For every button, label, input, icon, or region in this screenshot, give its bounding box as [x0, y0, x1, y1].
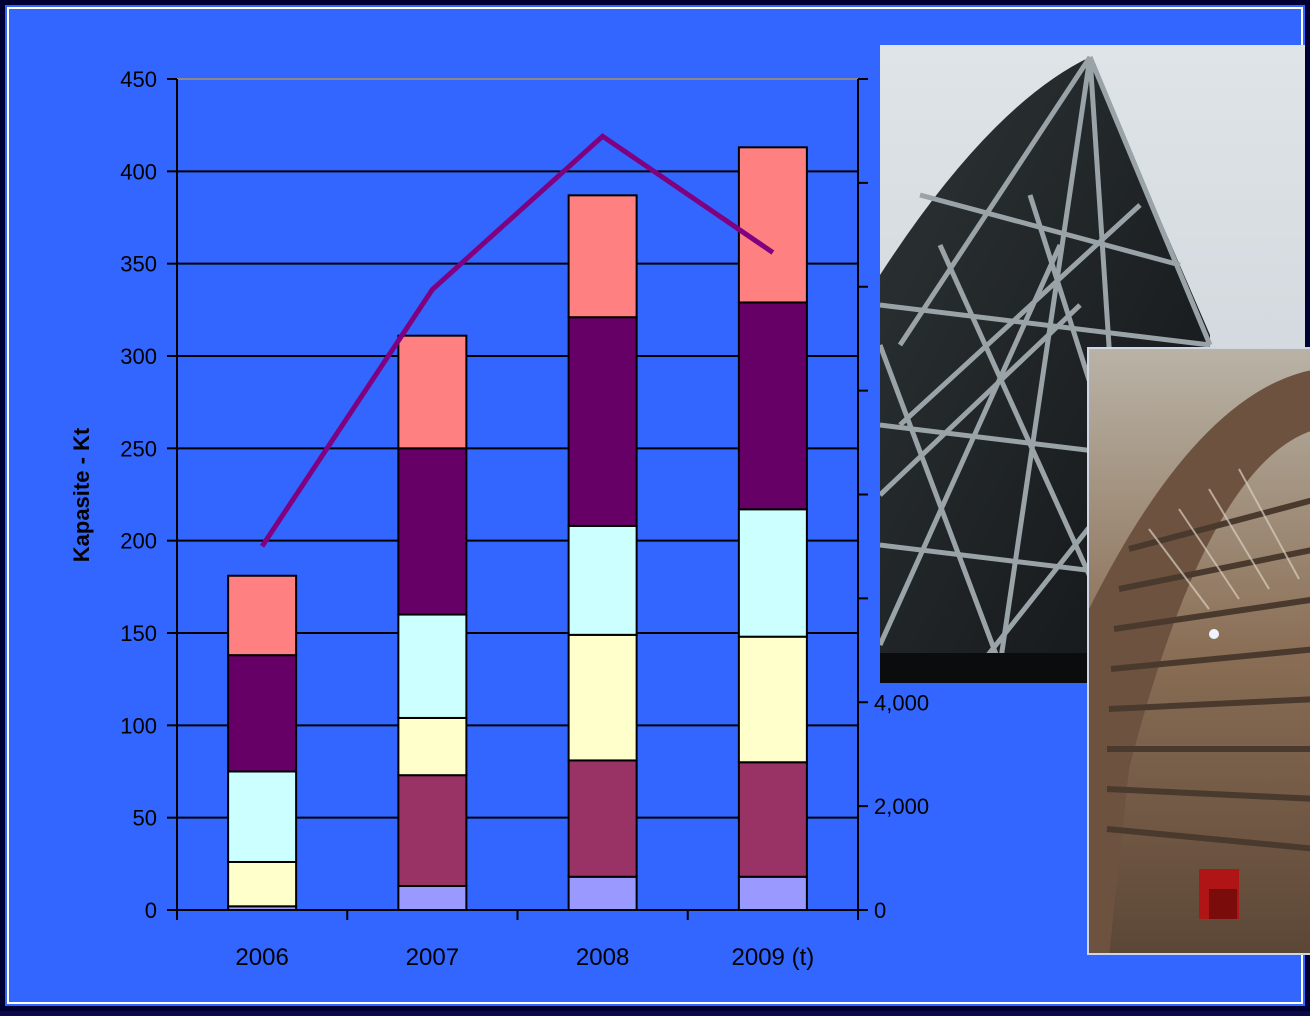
bar-segment	[737, 635, 808, 764]
bar-segment	[737, 146, 808, 304]
bar-segment	[567, 633, 638, 762]
y2-tick-label: 4,000	[874, 690, 929, 715]
tick-labels: 0 50 100 150 200 250 300 350 400 450 2006 2007 2008 2…	[120, 67, 929, 971]
bar-segment	[227, 574, 298, 657]
y-tick-label: 100	[120, 713, 157, 738]
bar-segment	[397, 334, 468, 450]
bar-segment	[397, 774, 468, 887]
bar-segment	[737, 508, 808, 638]
x-tick-label: 2006	[235, 944, 288, 971]
y2-tick-label: 2,000	[874, 794, 929, 819]
x-tick-label: 2009 (t)	[732, 944, 815, 971]
bar-segment	[567, 759, 638, 878]
bar-segment	[397, 613, 468, 719]
bar-segment	[567, 524, 638, 636]
bar-segment	[737, 761, 808, 878]
bar-segment	[397, 716, 468, 777]
bar-segment	[737, 301, 808, 511]
steel-truss-welding-photo	[1087, 347, 1310, 955]
bar-segment	[567, 194, 638, 319]
x-tick-label: 2007	[406, 944, 459, 971]
bar-segment	[567, 875, 638, 912]
y-tick-label: 200	[120, 529, 157, 554]
y-tick-label: 400	[120, 159, 157, 184]
axes	[167, 78, 868, 920]
x-tick-label: 2008	[576, 944, 629, 971]
y2-tick-label: 0	[874, 898, 886, 923]
y-tick-label: 0	[145, 898, 157, 923]
y-tick-label: 50	[133, 806, 157, 831]
y-tick-label: 250	[120, 436, 157, 461]
bar-segment	[737, 875, 808, 912]
bar-segment	[567, 316, 638, 527]
bar-segment	[227, 860, 298, 908]
bars	[227, 146, 808, 912]
bar-segment	[227, 770, 298, 863]
y-tick-label: 450	[120, 67, 157, 92]
trend-line-layer	[260, 133, 775, 548]
stacked-bar-chart: 0 50 100 150 200 250 300 350 400 450 2006 2007 2008 2…	[69, 67, 929, 971]
y-tick-label: 350	[120, 252, 157, 277]
bar-segment	[227, 654, 298, 773]
bar-segment	[397, 447, 468, 616]
y-tick-label: 150	[120, 621, 157, 646]
trend-line	[260, 133, 775, 548]
bar-segment	[397, 884, 468, 912]
y-tick-label: 300	[120, 344, 157, 369]
y-axis-title: Kapasite - Kt	[69, 427, 94, 562]
